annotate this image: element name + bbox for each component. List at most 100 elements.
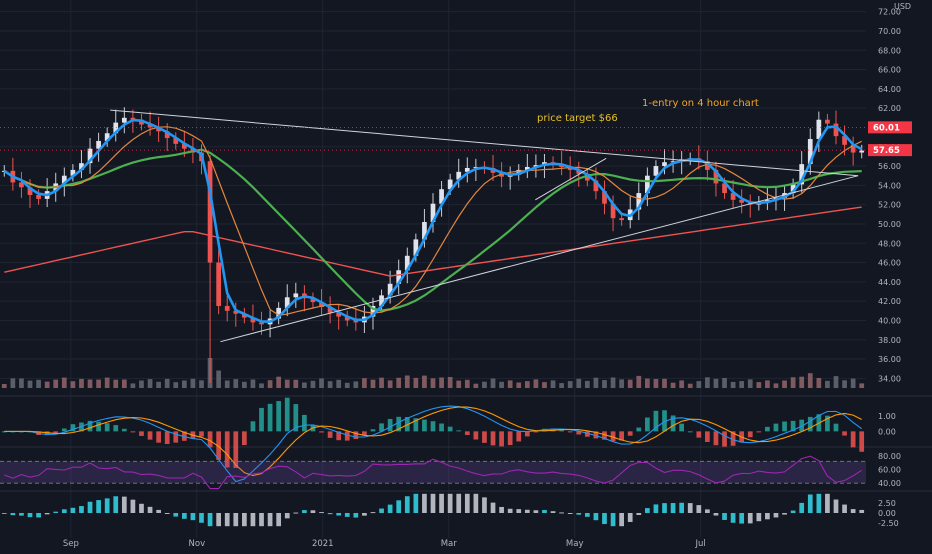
macd-histogram-bar — [756, 431, 762, 433]
candle-body — [730, 193, 736, 200]
oscillator-bar — [302, 510, 307, 513]
candle-body — [70, 169, 76, 176]
price-panel[interactable] — [0, 107, 866, 388]
oscillator-bar — [782, 513, 787, 515]
volume-bar — [447, 377, 453, 388]
time-axis[interactable]: Sep Nov 2021 Mar May Jul — [63, 539, 706, 549]
macd-histogram-bar — [173, 431, 179, 443]
candle-body — [370, 305, 376, 317]
candle-body — [130, 117, 136, 120]
price-tick-label: 68.00 — [878, 46, 901, 55]
volume-bar — [782, 380, 787, 388]
price-axis[interactable]: 72.0070.0068.0066.0064.0062.0058.0056.00… — [868, 8, 912, 528]
macd-panel[interactable] — [1, 397, 865, 483]
osc-tick-label: 0.00 — [878, 509, 896, 518]
macd-histogram-bar — [293, 404, 299, 432]
oscillator-bar — [490, 502, 496, 513]
oscillator-panel[interactable] — [1, 493, 865, 527]
volume-bar — [533, 379, 539, 388]
oscillator-bar — [44, 513, 50, 515]
oscillator-bar — [173, 513, 179, 517]
volume-bar — [284, 379, 290, 388]
oscillator-bar — [507, 508, 513, 513]
price-badge-label: 60.01 — [873, 123, 900, 133]
oscillator-bar — [807, 494, 813, 513]
volume-bar — [267, 380, 273, 388]
oscillator-bar — [653, 504, 659, 513]
macd-histogram-bar — [370, 429, 376, 432]
target-note: price target $66 — [537, 113, 618, 124]
macd-histogram-bar — [353, 431, 359, 440]
oscillator-bar — [765, 513, 770, 520]
macd-histogram-bar — [679, 423, 685, 432]
volume-bar — [387, 380, 393, 388]
oscillator-bar — [242, 513, 247, 527]
time-tick-label: Mar — [441, 539, 458, 549]
oscillator-bar — [816, 493, 822, 513]
macd-histogram-bar — [833, 423, 839, 432]
macd-histogram-bar — [113, 425, 119, 432]
macd-histogram-bar — [593, 431, 599, 439]
volume-bar — [310, 380, 316, 388]
oscillator-bar — [79, 506, 84, 513]
volume-bar — [602, 380, 607, 388]
macd-histogram-bar — [284, 397, 290, 432]
oscillator-bar — [833, 499, 839, 513]
volume-bar — [456, 380, 462, 388]
candle-body — [113, 122, 119, 134]
oscillator-bar — [1, 513, 7, 514]
candle-body — [336, 312, 342, 317]
volume-bar — [96, 379, 101, 388]
macd-histogram-bar — [644, 417, 650, 432]
oscillator-bar — [516, 509, 522, 513]
volume-bar — [224, 380, 230, 388]
oscillator-bar — [456, 493, 462, 513]
oscillator-bar — [567, 513, 573, 514]
volume-bar — [362, 378, 367, 388]
volume-bar — [464, 379, 470, 388]
candle-body — [713, 169, 719, 184]
oscillator-bar — [739, 513, 745, 524]
macd-histogram-bar — [267, 403, 273, 432]
candle-body — [61, 175, 67, 184]
upper-trendline — [110, 109, 859, 177]
oscillator-bar — [439, 493, 444, 513]
oscillator-bar — [104, 498, 110, 513]
candle-body — [147, 124, 153, 128]
candle-body — [610, 203, 616, 219]
volume-bar — [516, 382, 522, 388]
oscillator-bar — [224, 513, 230, 527]
volume-bar — [302, 382, 307, 388]
price-tick-label: 70.00 — [878, 27, 901, 36]
macd-signal-line — [4, 406, 862, 477]
oscillator-bar — [756, 513, 762, 522]
price-tick-label: 64.00 — [878, 85, 901, 94]
candle-body — [799, 164, 805, 185]
oscillator-bar — [576, 513, 582, 515]
candle-body — [567, 167, 573, 170]
volume-bar — [276, 376, 282, 388]
currency-label: USD — [894, 2, 911, 11]
candle-body — [224, 305, 230, 311]
volume-bar — [850, 378, 856, 388]
oscillator-bar — [27, 513, 33, 518]
rsi-panel[interactable] — [0, 455, 866, 490]
volume-bar — [121, 379, 127, 388]
volume-bar — [490, 378, 496, 388]
oscillator-bar — [36, 513, 41, 518]
time-tick-label: May — [566, 539, 584, 549]
volume-bar — [19, 378, 24, 388]
volume-bar — [104, 377, 110, 388]
candle-body — [524, 167, 530, 170]
macd-histogram-bar — [439, 423, 444, 432]
candle-body — [619, 218, 624, 221]
macd-histogram-bar — [344, 431, 350, 441]
overlays: 1-entry on 4 hour chart price target $66… — [537, 2, 911, 124]
volume-bar — [336, 379, 342, 388]
oscillator-bar — [96, 500, 101, 513]
candle-body — [413, 239, 419, 256]
short-flag-line — [535, 157, 607, 201]
macd-histogram-bar — [121, 428, 127, 432]
candle-body — [807, 139, 813, 165]
